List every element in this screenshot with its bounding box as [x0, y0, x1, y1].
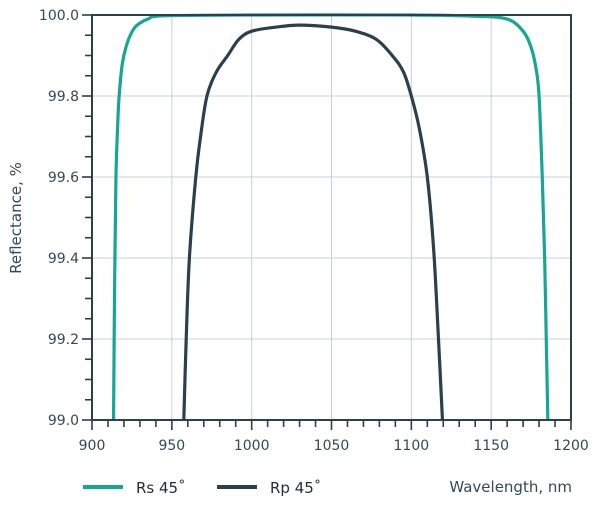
- x-tick-label: 1150: [473, 438, 509, 454]
- grid: [91, 14, 572, 421]
- y-tick-label: 99.0: [48, 413, 79, 429]
- series-line-1: [182, 23, 445, 421]
- x-tick-label: 950: [158, 438, 185, 454]
- x-axis-title: Wavelength, nm: [449, 478, 572, 496]
- legend-label-rp: Rp 45˚: [270, 479, 321, 497]
- axes: 900 950 1000 1050 1100 1150 1200 99.0 99.2 99.4 99…: [39, 8, 589, 454]
- x-tick-label: 1050: [314, 438, 350, 454]
- series-line-0: [111, 13, 550, 421]
- y-tick-label: 99.2: [48, 332, 79, 348]
- legend: Rs 45˚ Rp 45˚: [83, 479, 321, 497]
- y-axis-title: Reflectance, %: [7, 162, 25, 274]
- x-tick-label: 1200: [553, 438, 589, 454]
- x-tick-label: 1000: [234, 438, 270, 454]
- legend-label-rs: Rs 45˚: [136, 479, 186, 497]
- y-tick-label: 100.0: [39, 8, 79, 24]
- y-tick-label: 99.6: [48, 170, 79, 186]
- y-tick-label: 99.8: [48, 89, 79, 105]
- x-tick-label: 1100: [394, 438, 430, 454]
- y-tick-label: 99.4: [48, 251, 79, 267]
- x-tick-label: 900: [79, 438, 106, 454]
- series-group: [111, 13, 550, 421]
